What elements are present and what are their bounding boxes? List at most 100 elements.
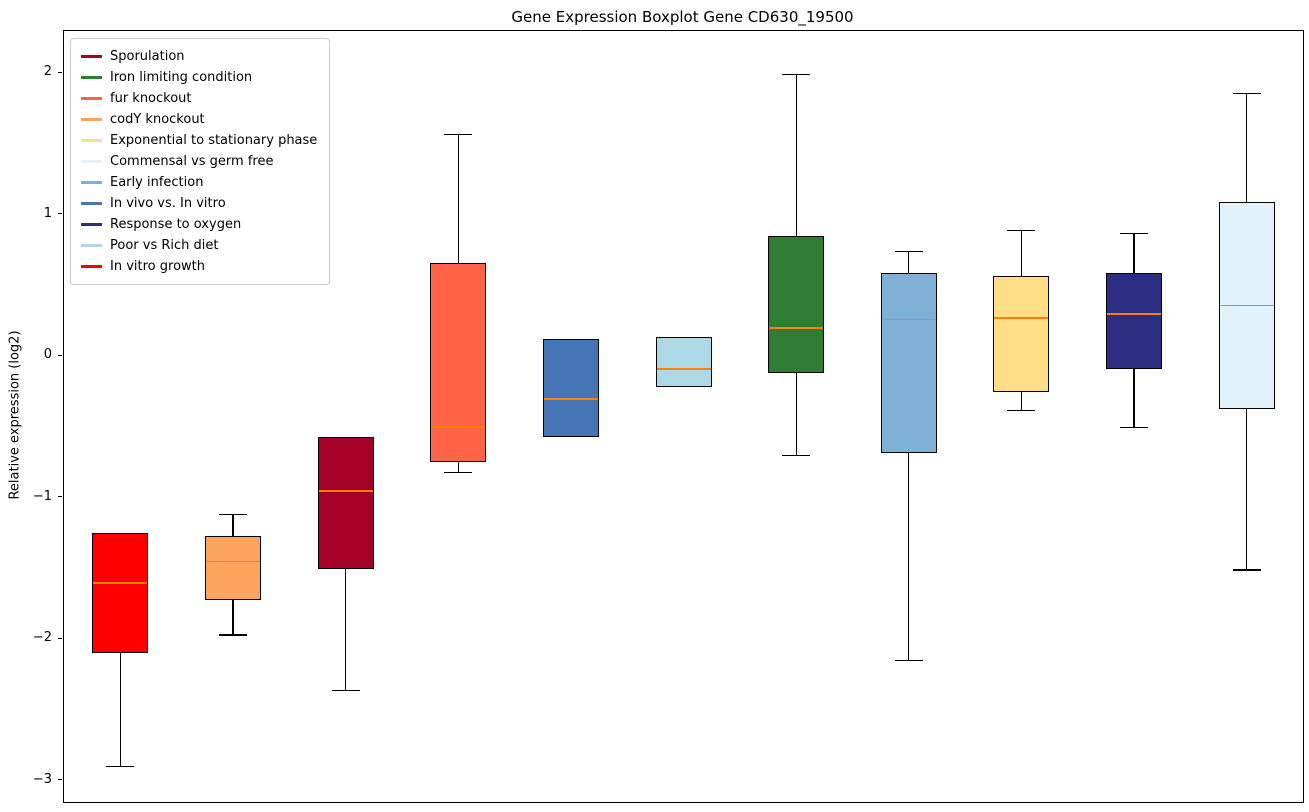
- whisker-cap-upper: [1232, 92, 1261, 94]
- y-tick-mark: [58, 779, 62, 781]
- legend-label: Early infection: [110, 175, 204, 190]
- y-tick-mark: [58, 213, 62, 215]
- whisker-upper: [1246, 93, 1248, 203]
- whisker-cap-upper: [1120, 232, 1149, 234]
- y-tick-label: 2: [43, 64, 52, 80]
- box: [542, 339, 599, 437]
- legend-item: Response to oxygen: [81, 214, 317, 235]
- legend-color-swatch: [81, 202, 102, 205]
- whisker-cap-upper: [894, 251, 923, 253]
- whisker-cap-upper: [782, 74, 811, 76]
- median-line: [881, 318, 936, 321]
- legend-label: Sporulation: [110, 49, 185, 64]
- median-line: [994, 317, 1049, 320]
- whisker-cap-lower: [106, 766, 135, 768]
- legend-label: In vivo vs. In vitro: [110, 196, 226, 211]
- y-tick-mark: [58, 354, 62, 356]
- legend-color-swatch: [81, 181, 102, 184]
- whisker-cap-lower: [218, 634, 247, 636]
- y-tick-label: −1: [32, 488, 52, 504]
- median-line: [431, 426, 486, 428]
- whisker-cap-lower: [1007, 409, 1036, 411]
- legend-item: In vitro growth: [81, 256, 317, 277]
- chart-title: Gene Expression Boxplot Gene CD630_19500: [511, 8, 854, 26]
- legend-label: In vitro growth: [110, 259, 205, 274]
- legend-label: Response to oxygen: [110, 217, 242, 232]
- median-line: [205, 560, 260, 563]
- legend-color-swatch: [81, 118, 102, 121]
- legend-color-swatch: [81, 244, 102, 247]
- whisker-upper: [908, 251, 910, 273]
- y-tick-label: 1: [43, 205, 52, 221]
- plot-area: Sporulation Iron limiting condition fur kn…: [63, 30, 1304, 803]
- legend-color-swatch: [81, 160, 102, 163]
- whisker-upper: [1020, 230, 1022, 276]
- median-line: [543, 397, 598, 400]
- whisker-lower: [1246, 408, 1248, 570]
- y-tick-label: −3: [32, 771, 52, 787]
- legend-color-swatch: [81, 55, 102, 58]
- legend-item: Iron limiting condition: [81, 67, 317, 88]
- whisker-upper: [795, 74, 797, 237]
- box: [204, 536, 261, 600]
- median-line: [1219, 304, 1274, 307]
- legend-color-swatch: [81, 97, 102, 100]
- whisker-cap-lower: [1232, 569, 1261, 571]
- legend-item: fur knockout: [81, 88, 317, 109]
- whisker-upper: [1133, 233, 1135, 273]
- y-tick-mark: [58, 637, 62, 639]
- legend-label: codY knockout: [110, 112, 205, 127]
- legend-label: Iron limiting condition: [110, 70, 253, 85]
- legend-color-swatch: [81, 139, 102, 142]
- box: [1106, 272, 1163, 370]
- whisker-cap-upper: [1007, 229, 1036, 232]
- box: [993, 275, 1050, 392]
- legend-item: In vivo vs. In vitro: [81, 193, 317, 214]
- box: [768, 236, 825, 374]
- legend-color-swatch: [81, 223, 102, 226]
- legend-label: fur knockout: [110, 91, 192, 106]
- legend-color-swatch: [81, 76, 102, 79]
- legend-label: Commensal vs germ free: [110, 154, 274, 169]
- y-tick-label: −2: [32, 630, 52, 646]
- whisker-cap-lower: [782, 454, 811, 456]
- legend-item: Exponential to stationary phase: [81, 130, 317, 151]
- legend-item: codY knockout: [81, 109, 317, 130]
- whisker-cap-upper: [218, 514, 247, 516]
- whisker-lower: [795, 373, 797, 456]
- whisker-cap-lower: [1120, 426, 1149, 428]
- y-tick-label: 0: [43, 347, 52, 363]
- whisker-lower: [1133, 369, 1135, 428]
- whisker-cap-lower: [444, 471, 473, 473]
- whisker-cap-lower: [331, 689, 360, 691]
- whisker-cap-upper: [444, 133, 473, 135]
- whisker-upper: [232, 514, 234, 537]
- median-line: [769, 327, 824, 329]
- legend: Sporulation Iron limiting condition fur kn…: [70, 38, 331, 285]
- whisker-lower: [1020, 391, 1022, 411]
- whisker-lower: [232, 599, 234, 636]
- median-line: [318, 489, 373, 492]
- median-line: [656, 368, 711, 370]
- legend-item: Early infection: [81, 172, 317, 193]
- box: [430, 263, 487, 463]
- whisker-upper: [457, 134, 459, 263]
- legend-item: Commensal vs germ free: [81, 151, 317, 172]
- box: [92, 533, 149, 654]
- whisker-lower: [457, 462, 459, 473]
- whisker-cap-lower: [894, 659, 923, 662]
- legend-label: Poor vs Rich diet: [110, 238, 219, 253]
- legend-color-swatch: [81, 265, 102, 268]
- box: [655, 336, 712, 388]
- legend-item: Sporulation: [81, 46, 317, 67]
- legend-label: Exponential to stationary phase: [110, 133, 318, 148]
- whisker-lower: [344, 568, 347, 691]
- median-line: [1107, 313, 1162, 315]
- box: [880, 272, 937, 453]
- legend-item: Poor vs Rich diet: [81, 235, 317, 256]
- median-line: [93, 581, 148, 584]
- whisker-lower: [119, 653, 121, 767]
- y-tick-mark: [58, 71, 62, 74]
- whisker-lower: [908, 452, 910, 661]
